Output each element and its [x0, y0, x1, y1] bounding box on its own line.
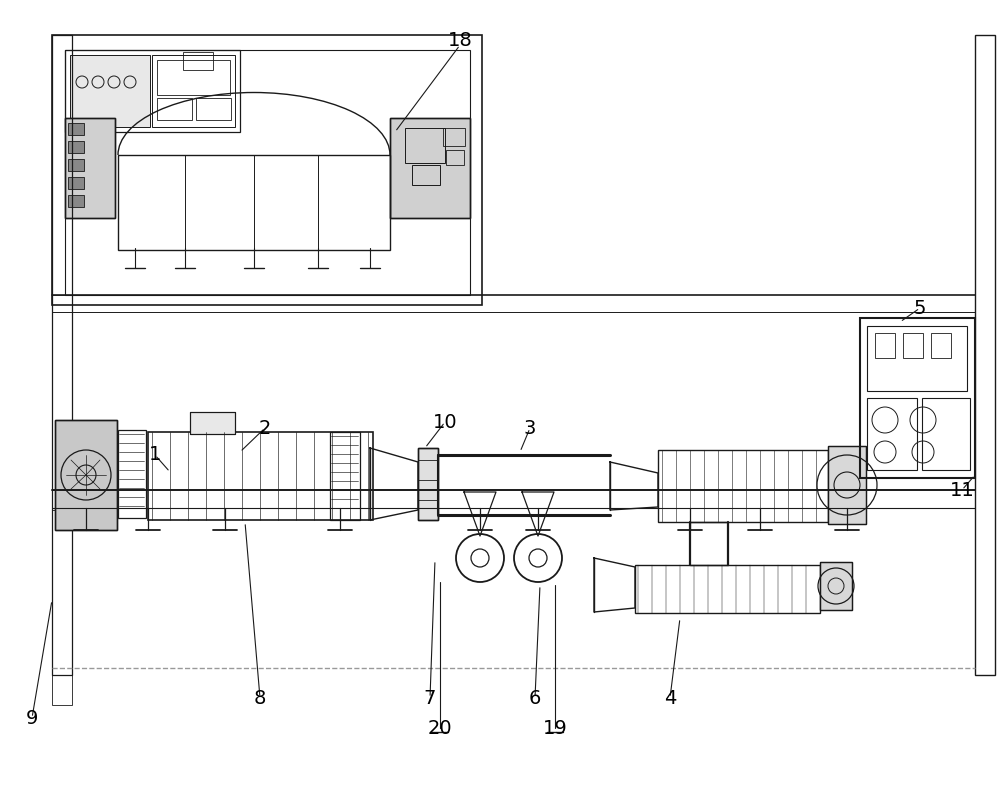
Bar: [658, 450, 828, 522]
Bar: [157, 98, 192, 120]
Text: 5: 5: [914, 298, 926, 318]
Bar: [183, 52, 213, 70]
Bar: [903, 333, 923, 358]
Bar: [405, 128, 445, 163]
Bar: [65, 118, 115, 218]
Bar: [68, 141, 84, 153]
Bar: [190, 412, 235, 434]
Bar: [828, 446, 866, 524]
Bar: [52, 295, 72, 510]
Text: 20: 20: [428, 718, 452, 737]
Bar: [330, 432, 360, 520]
Bar: [65, 50, 470, 295]
Bar: [975, 35, 995, 675]
Bar: [65, 50, 240, 132]
Bar: [443, 128, 465, 146]
Text: 3: 3: [524, 418, 536, 438]
Bar: [68, 177, 84, 189]
Bar: [68, 123, 84, 135]
Bar: [820, 562, 852, 610]
Text: 10: 10: [433, 413, 457, 431]
Bar: [931, 333, 951, 358]
Bar: [52, 35, 72, 675]
Text: 1: 1: [149, 446, 161, 464]
Bar: [68, 159, 84, 171]
Bar: [52, 35, 482, 305]
Text: 4: 4: [664, 688, 676, 708]
Bar: [157, 60, 230, 95]
Bar: [152, 55, 235, 127]
Text: 7: 7: [424, 688, 436, 708]
Text: 19: 19: [543, 718, 567, 737]
Bar: [52, 490, 72, 705]
Bar: [390, 118, 470, 218]
Bar: [55, 420, 117, 530]
Bar: [118, 430, 146, 518]
Text: 18: 18: [448, 31, 472, 49]
Bar: [65, 118, 115, 218]
Bar: [190, 412, 235, 434]
Bar: [867, 326, 967, 391]
Text: 9: 9: [26, 708, 38, 728]
Bar: [860, 318, 975, 478]
Text: 11: 11: [950, 480, 974, 500]
Bar: [196, 98, 231, 120]
Bar: [418, 448, 438, 520]
Text: 2: 2: [259, 418, 271, 438]
Bar: [875, 333, 895, 358]
Bar: [70, 55, 150, 127]
Bar: [922, 398, 970, 470]
Bar: [446, 150, 464, 165]
Bar: [68, 195, 84, 207]
Bar: [412, 165, 440, 185]
Text: 8: 8: [254, 688, 266, 708]
Bar: [55, 420, 117, 530]
Bar: [418, 448, 438, 520]
Text: 6: 6: [529, 688, 541, 708]
Bar: [148, 432, 373, 520]
Bar: [635, 565, 820, 613]
Bar: [867, 398, 917, 470]
Bar: [118, 155, 390, 250]
Bar: [828, 446, 866, 524]
Bar: [820, 562, 852, 610]
Bar: [390, 118, 470, 218]
